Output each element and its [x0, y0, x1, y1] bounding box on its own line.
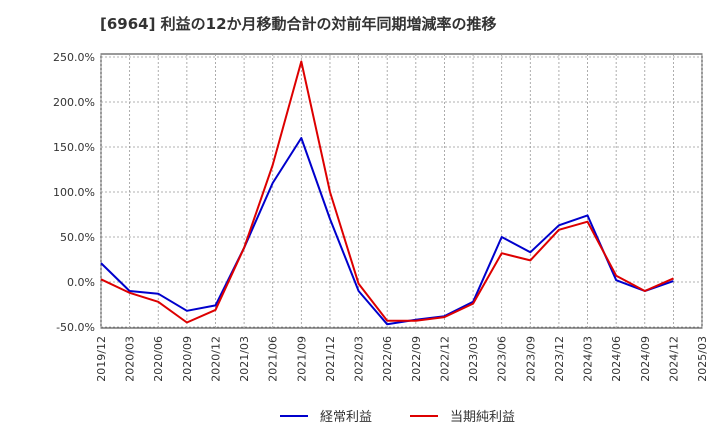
series-line-当期純利益: [100, 60, 674, 324]
legend-label: 当期純利益: [450, 410, 515, 425]
x-tick-label: 2020/06: [152, 336, 165, 382]
y-tick-label: 50.0%: [60, 231, 95, 244]
plot-area: [100, 53, 703, 329]
y-tick-label: -50.0%: [56, 321, 95, 334]
y-ticks: 250.0% 200.0% 150.0% 100.0% 50.0% 0.0% -50.0%: [53, 51, 95, 334]
x-tick-label: 2022/03: [353, 336, 366, 382]
chart-title: [6964] 利益の12か月移動合計の対前年同期増減率の推移: [100, 15, 497, 33]
x-tick-label: 2021/06: [267, 336, 280, 382]
x-tick-label: 2021/09: [295, 336, 308, 382]
x-tick-label: 2020/12: [209, 336, 222, 382]
x-tick-label: 2025/03: [696, 336, 709, 382]
x-tick-label: 2020/09: [181, 336, 194, 382]
y-tick-label: 100.0%: [53, 186, 95, 199]
legend-label: 経常利益: [320, 410, 372, 425]
grid-y: [101, 56, 702, 328]
x-ticks: 2019/12 2020/03 2020/06 2020/09 2020/12 2021/…: [95, 336, 709, 382]
x-tick-label: 2023/12: [553, 336, 566, 382]
x-tick-label: 2020/03: [124, 336, 137, 382]
x-tick-label: 2023/03: [467, 336, 480, 382]
series-lines: [100, 60, 674, 326]
x-tick-label: 2022/06: [381, 336, 394, 382]
x-tick-label: 2024/03: [582, 336, 595, 382]
x-tick-label: 2019/12: [95, 336, 108, 382]
y-tick-label: 200.0%: [53, 96, 95, 109]
x-tick-label: 2023/06: [496, 336, 509, 382]
y-tick-label: 250.0%: [53, 51, 95, 64]
y-tick-label: 0.0%: [67, 276, 95, 289]
x-tick-label: 2024/06: [610, 336, 623, 382]
series-line-経常利益: [100, 137, 674, 326]
x-tick-label: 2022/09: [410, 336, 423, 382]
x-tick-label: 2024/12: [667, 336, 680, 382]
x-tick-label: 2024/09: [639, 336, 652, 382]
x-tick-label: 2022/12: [438, 336, 451, 382]
grid-x: [100, 54, 703, 328]
x-tick-label: 2021/12: [324, 336, 337, 382]
x-tick-label: 2023/09: [524, 336, 537, 382]
y-tick-label: 150.0%: [53, 141, 95, 154]
x-tick-label: 2021/03: [238, 336, 251, 382]
legend: 経常利益 当期純利益: [280, 410, 515, 425]
